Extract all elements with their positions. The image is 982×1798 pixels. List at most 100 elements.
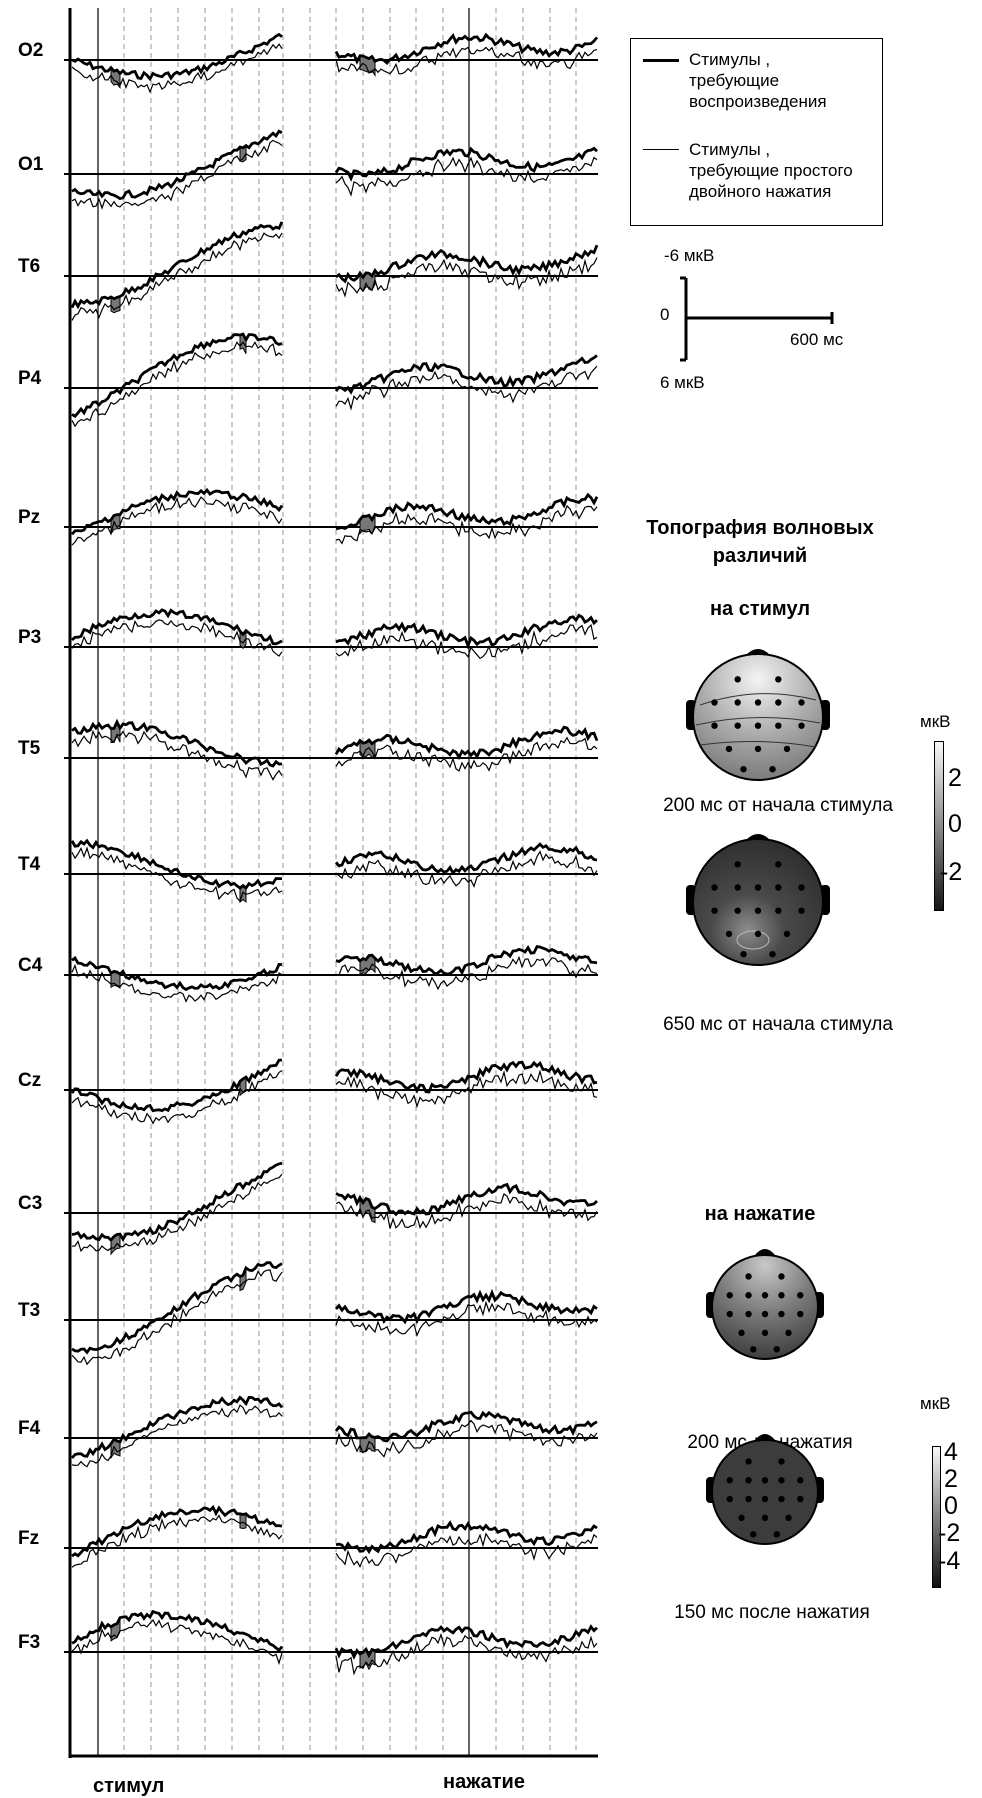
trace-thin-press-f3 [335,1632,598,1676]
topomap-stim-650 [686,834,830,966]
electrode-dot [761,1292,769,1299]
electrode-dot [726,1292,733,1299]
colorbar-1-tick-mid: 0 [948,810,962,838]
trace-thick-press-f4 [334,1410,598,1443]
trace-thin-press-t4 [335,850,598,889]
trace-thick-press-cz [334,1060,598,1094]
electrode-dot [797,1292,804,1299]
colorbar-2-tick-5: -4 [938,1547,961,1575]
electrode-dot [785,1514,792,1522]
channel-label-c4: C4 [18,955,43,976]
electrode-dot [798,907,805,914]
trace-thin-stim-fz [71,1514,283,1568]
trace-thick-press-p4 [334,354,598,395]
erp-chart: O2 O1 T6 P4 Pz P3 T5 T4 C4 Cz C3 T3 F4 Fz F3 стимул на… [18,8,599,1797]
trace-thin-press-t3 [335,1300,598,1338]
electrode-dot [745,1458,752,1465]
difference-patch [239,1513,247,1530]
trace-thick-press-f3 [334,1624,598,1660]
trace-thin-stim-p4 [71,341,283,428]
colorbar-1-tick-top: 2 [948,764,962,792]
colorbar-1-tick-bottom: -2 [940,858,963,886]
electrode-dot [711,884,718,891]
x-marker-press: нажатие [443,1771,525,1793]
electrode-dot [734,907,741,914]
trace-thin-stim-pz [71,496,283,546]
electrode-dot [754,930,762,938]
colorbar-1 [934,741,944,911]
scale-time: 600 мс [790,330,844,349]
electrode-dot [745,1310,752,1318]
trace-thin-press-t6 [335,257,598,298]
trace-thin-press-c3 [335,1193,598,1230]
colorbar-2-tick-1: 4 [944,1438,958,1466]
trace-thick-stim-fz [71,1504,283,1558]
trace-thick-stim-c4 [71,955,283,992]
trace-thick-stim-t4 [70,838,282,891]
electrode-dot [761,1495,769,1503]
topo-press-title: на нажатие [704,1203,816,1225]
electrode-dot [734,861,741,868]
electrode-dot [773,1531,780,1538]
topo-caption-2: 650 мс от начала стимула [663,1014,893,1035]
trace-thick-press-c3 [335,1182,598,1217]
channel-label-p4: P4 [18,368,42,389]
trace-thin-stim-t3 [71,1269,283,1366]
trace-thin-press-p4 [335,365,598,411]
trace-thin-press-o1 [335,156,598,197]
trace-thick-stim-o1 [71,129,283,201]
trace-thin-stim-c3 [71,1173,283,1253]
electrode-dot [726,1477,733,1484]
trace-thick-stim-cz [70,1058,283,1113]
trace-thin-stim-o1 [71,139,283,210]
topo-stim-title: на стимул [709,598,811,620]
electrode-dot [754,699,762,706]
colorbar-2 [932,1446,941,1588]
trace-thick-stim-p3 [71,608,283,646]
trace-thin-press-p3 [335,623,598,660]
electrode-dot [775,676,782,683]
scale-neg: -6 мкВ [664,246,715,265]
legend-swatch-thick [643,59,679,62]
electrode-dot [738,1329,745,1337]
trace-thin-stim-c4 [71,963,283,1003]
channel-label-t6: T6 [18,256,40,277]
trace-thick-press-t3 [334,1288,598,1325]
trace-thin-press-o2 [335,46,598,75]
electrode-dot [773,1346,780,1353]
electrode-dot [775,907,782,914]
topomap-stim-200 [686,649,830,781]
electrode-dot [711,722,718,729]
electrode-dot [778,1292,785,1299]
trace-thin-stim-t6 [71,232,283,321]
electrode-dot [745,1273,752,1280]
electrode-dot [797,1477,804,1484]
trace-thick-press-t4 [334,842,598,876]
electrode-dot [754,907,762,914]
trace-thick-stim-p4 [71,332,283,419]
trace-thin-stim-t4 [71,846,283,903]
electrode-dot [778,1273,785,1280]
channel-label-t3: T3 [18,1300,40,1321]
electrode-dot [725,745,733,753]
channel-label-p3: P3 [18,627,41,648]
trace-thin-press-t5 [335,736,598,772]
trace-thick-stim-c3 [71,1161,283,1243]
electrode-dot [726,1310,733,1318]
channel-label-t4: T4 [18,854,41,875]
colorbar-1-unit: мкВ [920,712,951,731]
trace-thick-press-o2 [334,32,599,65]
electrode-dot [769,951,776,958]
electrode-dot [778,1310,785,1318]
electrode-dot [745,1495,752,1503]
colorbar-2-tick-2: 2 [944,1465,958,1493]
trace-thick-press-o1 [334,146,598,182]
topo-caption-1: 200 мс от начала стимула [663,795,893,816]
trace-thin-stim-t5 [71,729,283,781]
topomap-press-200 [706,1249,824,1360]
electrode-dot [734,676,741,683]
electrode-dot [734,722,741,729]
electrode-dot [740,951,747,958]
electrode-dot [711,699,718,706]
topo-caption-4: 150 мс после нажатия [674,1602,870,1623]
